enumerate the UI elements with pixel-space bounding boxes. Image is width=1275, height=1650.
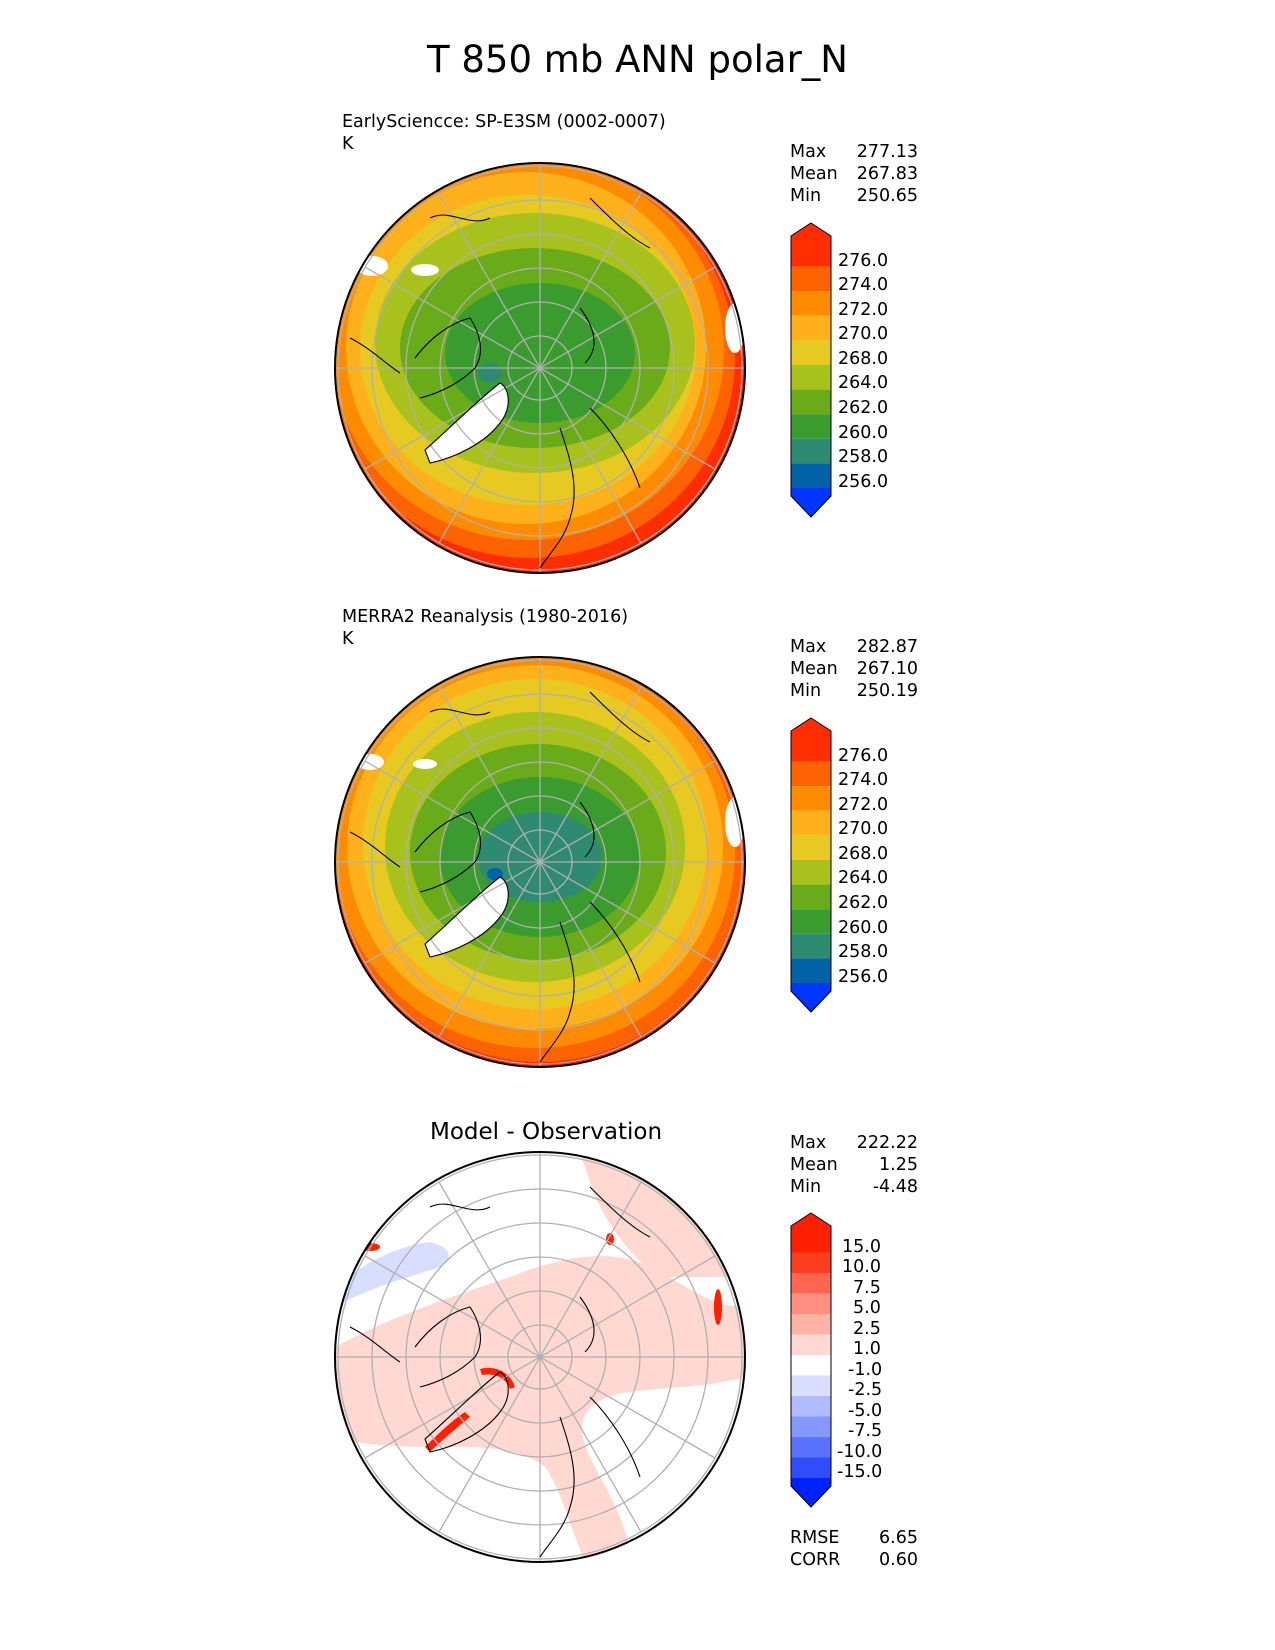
panel3-metrics: RMSE 6.65 CORR 0.60 [790, 1527, 918, 1571]
stat-value: 267.83 [856, 164, 918, 184]
metric-rmse: RMSE 6.65 [790, 1527, 918, 1549]
cbar1-tick: 274.0 [838, 275, 889, 295]
map1-band-258 [478, 363, 502, 383]
panel2-map [334, 656, 746, 1068]
map2-graticule [335, 657, 745, 1067]
map3-positive-region-ne [580, 1152, 730, 1277]
figure-title: T 850 mb ANN polar_N [427, 38, 848, 81]
cbar3-tick: 10.0 [842, 1257, 881, 1277]
cbar3-tick: -15.0 [837, 1462, 883, 1482]
panel1-map [334, 162, 746, 574]
stat-mean: Mean 1.25 [790, 1154, 918, 1176]
map2-band-256 [487, 868, 503, 880]
cbar1-tick: 264.0 [838, 373, 889, 393]
cbar1-tick: 268.0 [838, 349, 889, 369]
panel1-title: EarlySciencce: SP-E3SM (0002-0007) [342, 112, 666, 132]
cbar3-tick: -2.5 [848, 1380, 883, 1400]
map1-border [334, 162, 746, 574]
cbar2-tick: 272.0 [838, 795, 889, 815]
stat-label: Min [790, 186, 822, 206]
stat-min: Min 250.65 [790, 185, 918, 207]
stat-label: Max [790, 1133, 827, 1153]
map2-himalaya-mask-2 [413, 759, 437, 769]
stat-max: Max 222.22 [790, 1132, 918, 1154]
map1-himalaya-mask-2 [411, 264, 439, 276]
cbar2-tick: 258.0 [838, 942, 889, 962]
stat-max: Max 277.13 [790, 141, 918, 163]
cbar2-tick: 262.0 [838, 893, 889, 913]
stat-value: 267.10 [856, 659, 918, 679]
metric-corr: CORR 0.60 [790, 1549, 918, 1571]
panel1-stats: Max 277.13 Mean 267.83 Min 250.65 [790, 141, 918, 207]
cbar3-tick: -1.0 [848, 1360, 883, 1380]
panel3-stats: Max 222.22 Mean 1.25 Min -4.48 [790, 1132, 918, 1198]
metric-value: 0.60 [879, 1550, 918, 1570]
cbar2-tick: 268.0 [838, 844, 889, 864]
metric-label: CORR [790, 1550, 841, 1570]
stat-label: Max [790, 637, 827, 657]
stat-min: Min -4.48 [790, 1176, 918, 1198]
cbar3-tick: 2.5 [853, 1319, 881, 1339]
cbar1-tick: 260.0 [838, 423, 889, 443]
panel3-map [334, 1151, 746, 1563]
stat-label: Mean [790, 1155, 838, 1175]
map1-graticule [335, 163, 745, 573]
cbar3-tick: -10.0 [837, 1442, 883, 1462]
stat-label: Mean [790, 659, 838, 679]
map3-graticule [335, 1152, 745, 1562]
map1-coastlines [349, 197, 651, 569]
stat-mean: Mean 267.83 [790, 163, 918, 185]
stat-label: Max [790, 142, 827, 162]
cbar1-tick: 256.0 [838, 472, 889, 492]
cbar2-tick: 276.0 [838, 746, 889, 766]
cbar2-tick: 256.0 [838, 967, 889, 987]
metric-value: 6.65 [879, 1528, 918, 1548]
map1-greenland-mask [425, 383, 509, 463]
cbar1-tick: 272.0 [838, 300, 889, 320]
map2-border [334, 656, 746, 1068]
map2-coastlines [349, 691, 651, 1063]
cbar3-tick: -5.0 [848, 1401, 883, 1421]
cbar3-tick: -7.5 [848, 1421, 883, 1441]
cbar3-tick: 15.0 [842, 1237, 881, 1257]
cbar1-tick: 262.0 [838, 398, 889, 418]
cbar2-tick: 260.0 [838, 918, 889, 938]
cbar3-tick: 1.0 [853, 1339, 881, 1359]
panel3-colorbar [790, 1212, 832, 1508]
stat-mean: Mean 267.10 [790, 658, 918, 680]
stat-value: 222.22 [856, 1133, 918, 1153]
panel3-title: Model - Observation [430, 1119, 663, 1145]
map1-himalaya-mask-1 [356, 256, 388, 276]
stat-label: Min [790, 681, 822, 701]
metric-label: RMSE [790, 1528, 840, 1548]
panel1-colorbar [790, 222, 832, 518]
map3-coastlines [349, 1186, 651, 1558]
panel2-stats: Max 282.87 Mean 267.10 Min 250.19 [790, 636, 918, 702]
stat-value: 282.87 [856, 637, 918, 657]
stat-value: 250.19 [856, 681, 918, 701]
map3-border [334, 1151, 746, 1563]
stat-value: 277.13 [856, 142, 918, 162]
map2-greenland-mask [425, 877, 509, 957]
stat-max: Max 282.87 [790, 636, 918, 658]
cbar2-tick: 264.0 [838, 868, 889, 888]
cbar2-tick: 270.0 [838, 819, 889, 839]
stat-value: -4.48 [872, 1177, 918, 1197]
cbar3-tick: 5.0 [853, 1298, 881, 1318]
stat-min: Min 250.19 [790, 680, 918, 702]
stat-value: 1.25 [879, 1155, 918, 1175]
panel2-title: MERRA2 Reanalysis (1980-2016) [342, 607, 629, 627]
cbar1-tick: 270.0 [838, 324, 889, 344]
panel2-colorbar [790, 717, 832, 1013]
cbar2-tick: 274.0 [838, 770, 889, 790]
panel2-units: K [342, 629, 354, 649]
cbar1-tick: 258.0 [838, 447, 889, 467]
cbar3-tick: 7.5 [853, 1278, 881, 1298]
panel1-units: K [342, 134, 354, 154]
stat-label: Mean [790, 164, 838, 184]
stat-label: Min [790, 1177, 822, 1197]
cbar1-tick: 276.0 [838, 251, 889, 271]
map3-negative-region [335, 1242, 449, 1307]
stat-value: 250.65 [856, 186, 918, 206]
